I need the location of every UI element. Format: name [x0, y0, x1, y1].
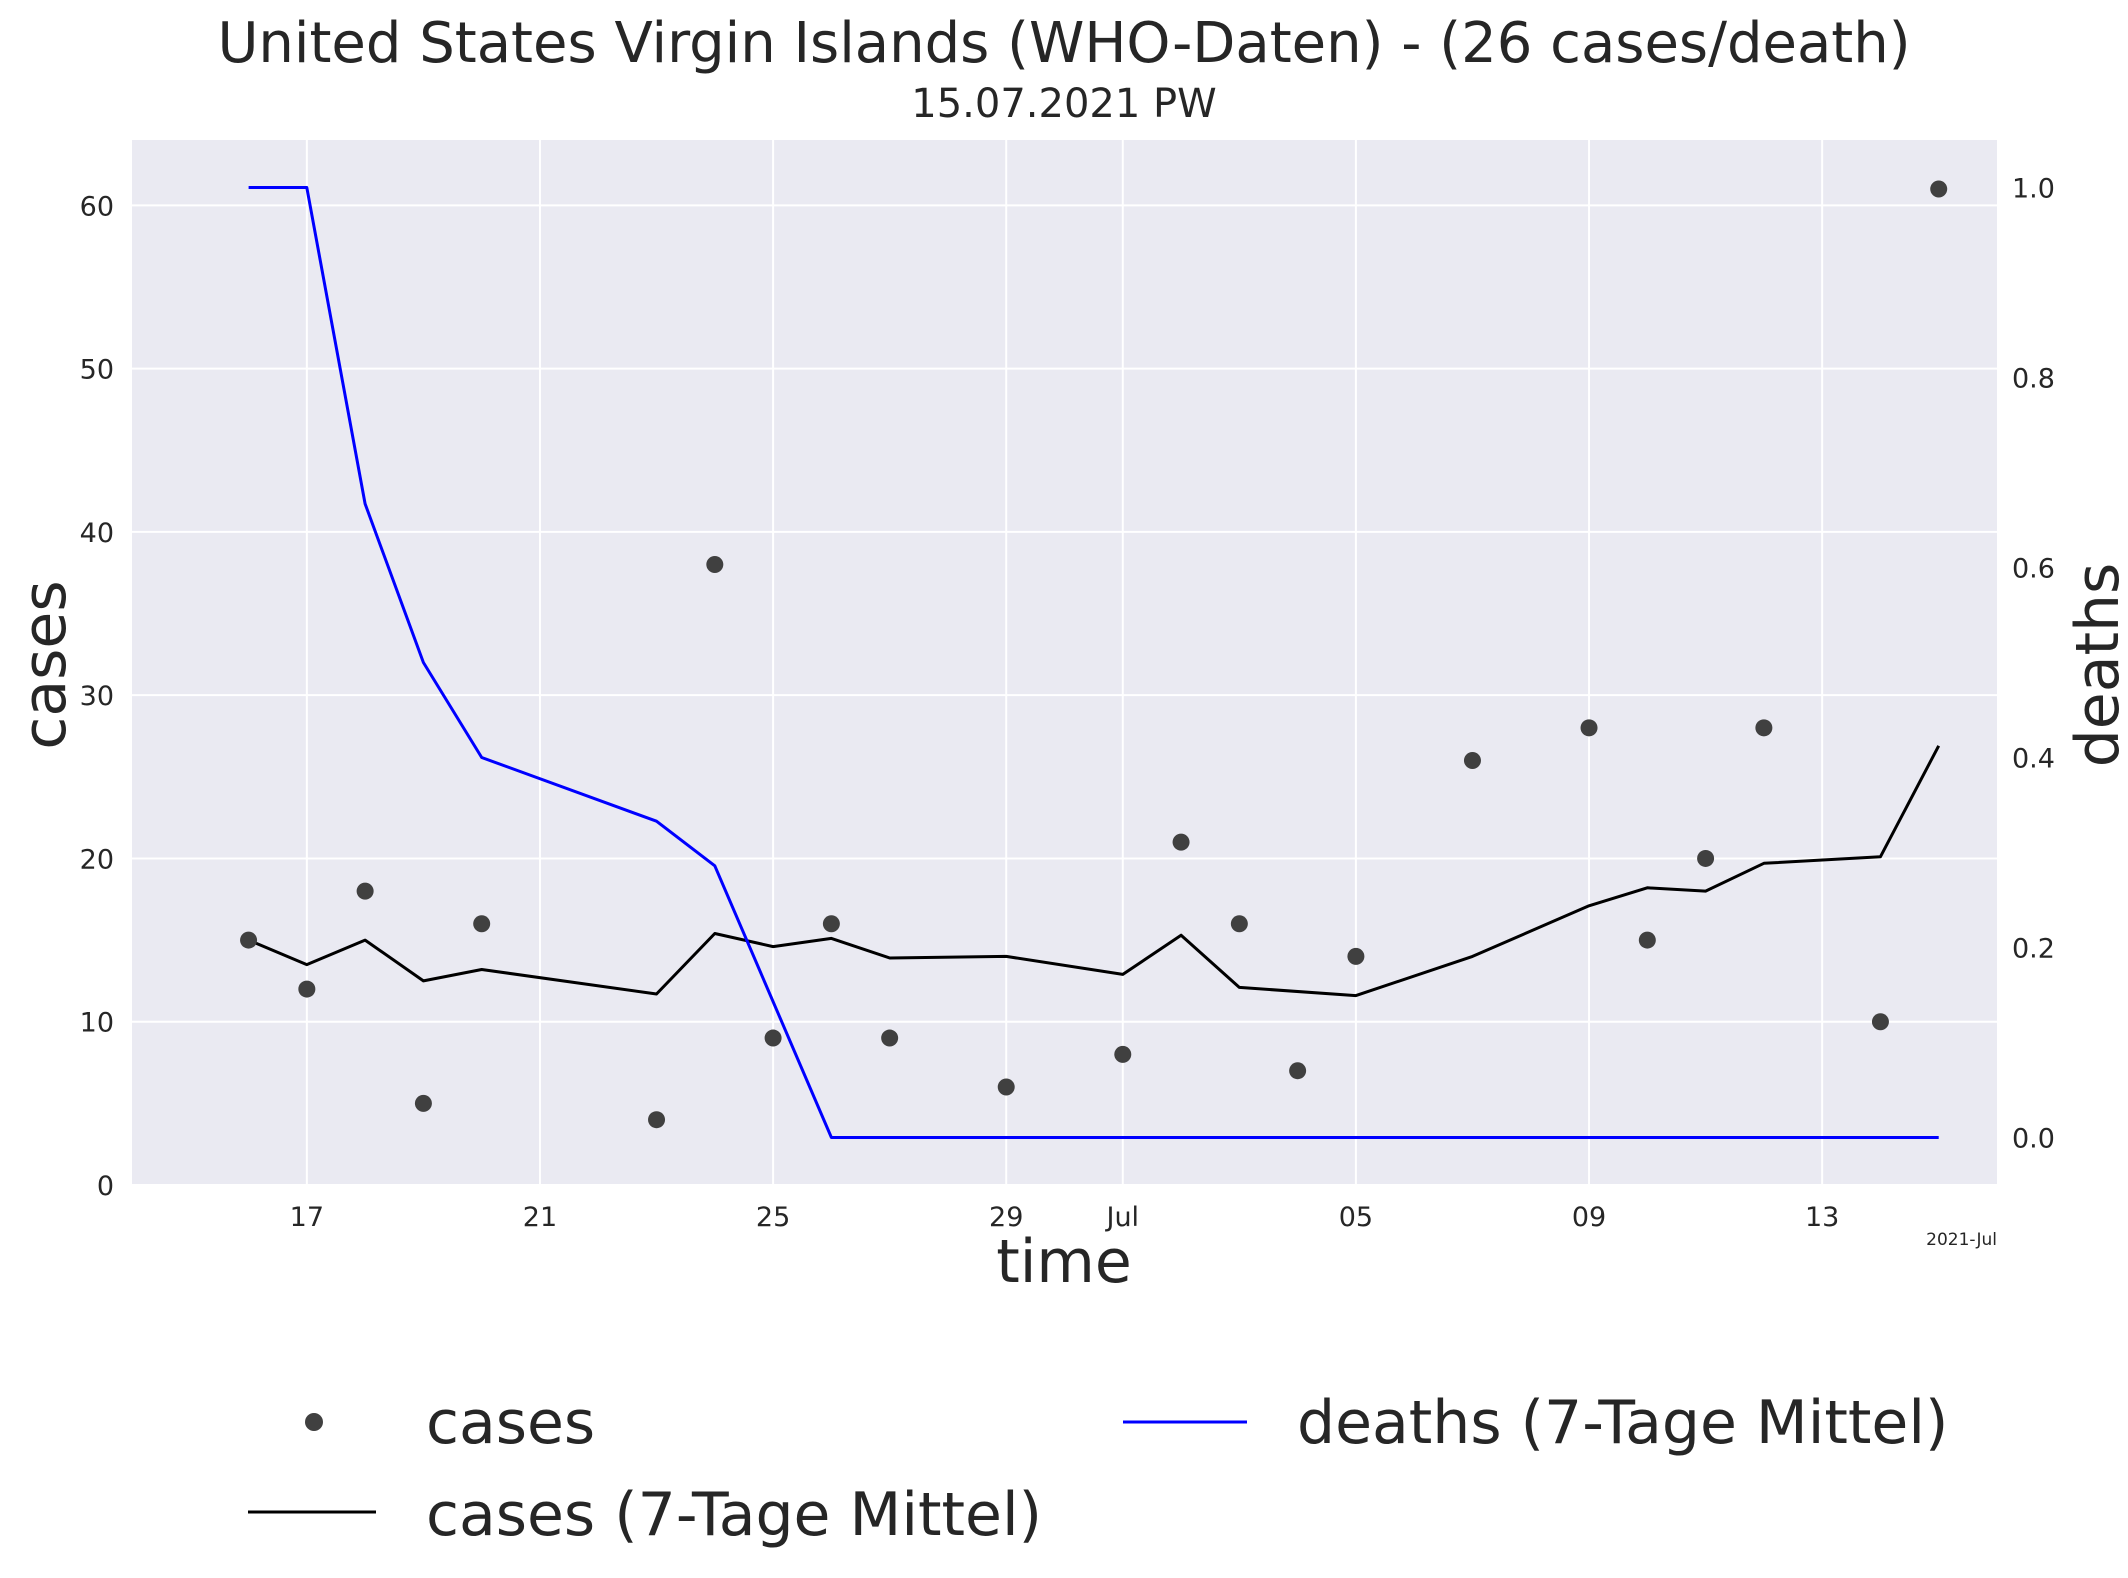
series-layer: [240, 180, 1948, 1139]
chart-title: United States Virgin Islands (WHO-Daten)…: [217, 11, 1910, 76]
cases-mean-line: [248, 745, 1941, 998]
cases-point: [706, 556, 724, 574]
legend-marker-cases: [305, 1413, 323, 1431]
cases-point: [414, 1094, 432, 1112]
y-tick-label-right: 0.4: [2012, 744, 2055, 775]
y-tick-label-right: 0.0: [2012, 1124, 2055, 1155]
cases-point: [1463, 751, 1481, 769]
cases-point: [298, 980, 316, 998]
y-tick-label-right: 0.6: [2012, 554, 2055, 585]
y-tick-label-left: 20: [80, 844, 114, 875]
y-tick-label-left: 50: [80, 355, 114, 386]
x-axis-ticks: 17 21 25 29 Jul 05 09 13: [290, 1202, 1840, 1233]
legend-label-deaths-mean: deaths (7-Tage Mittel): [1297, 1388, 1948, 1458]
x-tick-label: 05: [1339, 1202, 1373, 1233]
cases-point: [240, 931, 258, 949]
cases-point: [1930, 180, 1948, 198]
x-tick-label: 13: [1805, 1202, 1839, 1233]
cases-point: [1871, 1013, 1889, 1031]
cases-point: [1289, 1062, 1307, 1080]
y-axis-right-label: deaths: [2063, 563, 2128, 768]
cases-point: [648, 1111, 666, 1129]
x-offset-label: 2021-Jul: [1926, 1230, 1997, 1250]
y-tick-label-left: 10: [80, 1008, 114, 1039]
cases-point: [997, 1078, 1015, 1096]
legend-label-cases: cases: [426, 1388, 595, 1458]
grid: [132, 140, 1997, 1186]
cases-point: [1230, 915, 1248, 933]
x-tick-label: 17: [290, 1202, 324, 1233]
cases-point: [881, 1029, 899, 1047]
deaths-mean-line: [248, 186, 1939, 1139]
y-tick-label-right: 0.8: [2012, 364, 2055, 395]
x-tick-label: 25: [756, 1202, 790, 1233]
cases-point: [473, 915, 491, 933]
y-axis-right-ticks: 0.0 0.2 0.4 0.6 0.8 1.0: [2012, 174, 2055, 1155]
x-tick-label: Jul: [1104, 1202, 1139, 1233]
legend: cases deaths (7-Tage Mittel) cases (7-Ta…: [248, 1388, 1948, 1550]
y-tick-label-right: 0.2: [2012, 934, 2055, 965]
chart-subtitle: 15.07.2021 PW: [911, 81, 1216, 127]
y-axis-left-label: cases: [10, 580, 80, 749]
cases-point: [1114, 1045, 1132, 1063]
x-tick-label: 09: [1572, 1202, 1606, 1233]
x-axis-label: time: [996, 1227, 1132, 1297]
y-tick-label-left: 40: [80, 518, 114, 549]
cases-point: [1697, 849, 1715, 867]
cases-point: [1638, 931, 1656, 949]
legend-label-cases-mean: cases (7-Tage Mittel): [426, 1480, 1042, 1550]
y-tick-label-left: 0: [97, 1171, 114, 1202]
plot-area: [132, 140, 1997, 1185]
x-tick-label: 29: [989, 1202, 1023, 1233]
y-tick-label-left: 60: [80, 191, 114, 222]
cases-point: [356, 882, 374, 900]
y-tick-label-left: 30: [80, 681, 114, 712]
cases-point: [1755, 719, 1773, 737]
cases-point: [822, 915, 840, 933]
cases-point: [1347, 947, 1365, 965]
cases-point: [1580, 719, 1598, 737]
cases-point: [1172, 833, 1190, 851]
y-tick-label-right: 1.0: [2012, 174, 2055, 205]
cases-point: [764, 1029, 782, 1047]
y-axis-left-ticks: 0 10 20 30 40 50 60: [80, 191, 114, 1202]
x-tick-label: 21: [523, 1202, 557, 1233]
